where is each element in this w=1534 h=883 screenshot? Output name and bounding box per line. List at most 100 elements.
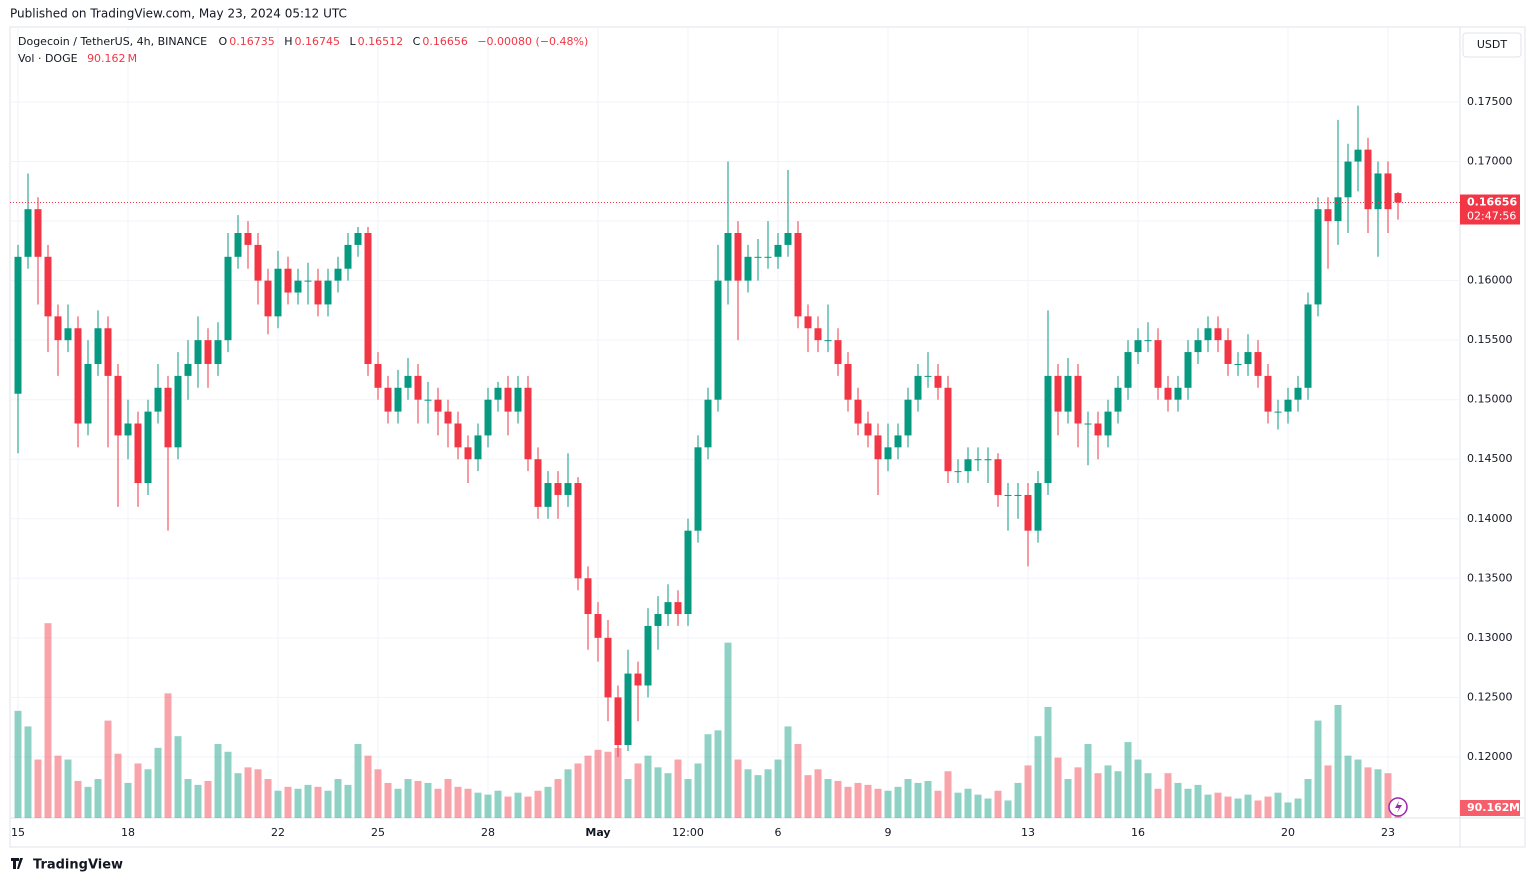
volume-bar <box>1334 705 1342 818</box>
ohlc-value: 0.16745 <box>294 35 341 48</box>
volume-bar <box>254 769 262 818</box>
currency-button[interactable] <box>1462 32 1522 58</box>
volume-bar <box>1124 742 1132 818</box>
x-tick-label: 9 <box>885 826 892 839</box>
volume-bar <box>424 782 432 818</box>
y-tick-label: 0.14500 <box>1467 452 1513 465</box>
candle-body <box>274 268 282 317</box>
candle-body <box>134 423 142 484</box>
volume-bar <box>1084 743 1092 818</box>
volume-bar <box>514 792 522 818</box>
candle-body <box>264 280 272 317</box>
candle-body <box>994 459 1002 495</box>
ohlc-key: O <box>218 35 228 48</box>
candle-body <box>344 244 352 269</box>
volume-bar <box>1204 794 1212 818</box>
candle-body <box>974 459 982 461</box>
y-tick-label: 0.12000 <box>1467 750 1513 763</box>
volume-bar <box>14 710 22 818</box>
candle-body <box>324 280 332 305</box>
candle-body <box>354 232 362 245</box>
y-tick-label: 0.17000 <box>1467 155 1513 168</box>
candle-body <box>1274 411 1282 413</box>
brand-logo <box>11 858 23 869</box>
volume-bar <box>404 779 412 818</box>
candle-body <box>154 387 162 412</box>
candle-body <box>914 375 922 400</box>
volume-value: 90.162 <box>87 52 126 65</box>
volume-bar <box>74 780 82 818</box>
alert-icon <box>1395 801 1402 813</box>
candle-body <box>844 363 852 400</box>
candle-body <box>544 483 552 507</box>
ohlc-key: L <box>349 35 356 48</box>
candle-body <box>1174 387 1182 400</box>
candle-body <box>304 280 312 282</box>
candle-body <box>514 387 522 412</box>
volume-bar <box>494 790 502 818</box>
volume-bar <box>784 726 792 818</box>
volume-bar <box>674 759 682 818</box>
candle-body <box>1314 209 1322 305</box>
volume-bar <box>944 771 952 818</box>
candle-body <box>234 232 242 257</box>
volume-bar <box>294 788 302 818</box>
candle-body <box>1324 209 1332 222</box>
candle-body <box>614 697 622 746</box>
brand: TradingView <box>33 858 123 873</box>
candle-body <box>1164 387 1172 400</box>
candle-body <box>574 483 582 579</box>
candle-body <box>964 459 972 472</box>
candle-body <box>444 411 452 424</box>
volume-bar <box>144 769 152 818</box>
volume-bar <box>624 779 632 818</box>
volume-bar <box>1224 796 1232 818</box>
volume-bar <box>44 623 52 818</box>
volume-bar <box>84 786 92 818</box>
candle-body <box>854 399 862 424</box>
candle-body <box>954 471 962 473</box>
volume-bar <box>1254 800 1262 818</box>
candle-body <box>1084 423 1092 425</box>
volume-bar <box>1374 769 1382 818</box>
x-tick-label: 18 <box>121 826 135 839</box>
volume-bar <box>274 790 282 818</box>
volume-bar <box>654 767 662 818</box>
volume-unit: M <box>127 52 138 65</box>
x-tick-label: May <box>585 826 610 839</box>
ohlc-value: 0.16656 <box>422 35 468 48</box>
volume-bar <box>264 779 272 818</box>
candle-body <box>204 340 212 364</box>
volume-bar <box>874 788 882 818</box>
candle-body <box>684 530 692 615</box>
x-tick-label: 13 <box>1021 826 1035 839</box>
candle-body <box>1264 375 1272 412</box>
volume-unit: M <box>1509 801 1520 814</box>
volume-bar <box>954 792 962 818</box>
candle-body <box>1004 494 1012 496</box>
candle-body <box>454 423 462 448</box>
ohlc-value: 0.16512 <box>357 35 404 48</box>
ohlc-value: 0.16735 <box>229 35 275 48</box>
candle-body <box>1114 387 1122 412</box>
currency[interactable]: USDT <box>1477 38 1508 51</box>
volume-bar <box>464 788 472 818</box>
candle-body <box>1144 340 1152 342</box>
x-tick-label: 28 <box>481 826 495 839</box>
volume-bar <box>244 767 252 818</box>
candle-body <box>194 340 202 364</box>
candle-body <box>624 673 632 746</box>
volume-bar <box>714 730 722 818</box>
volume-bar <box>854 782 862 818</box>
volume-bar <box>34 759 42 818</box>
candle-body <box>1024 494 1032 531</box>
y-tick-label: 0.15000 <box>1467 393 1513 406</box>
candle-body <box>424 399 432 401</box>
volume-bar <box>134 763 142 818</box>
candle-body <box>734 232 742 281</box>
candle-body <box>634 673 642 686</box>
volume-bar <box>54 755 62 818</box>
candle-body <box>34 209 42 257</box>
candle-body <box>114 375 122 436</box>
